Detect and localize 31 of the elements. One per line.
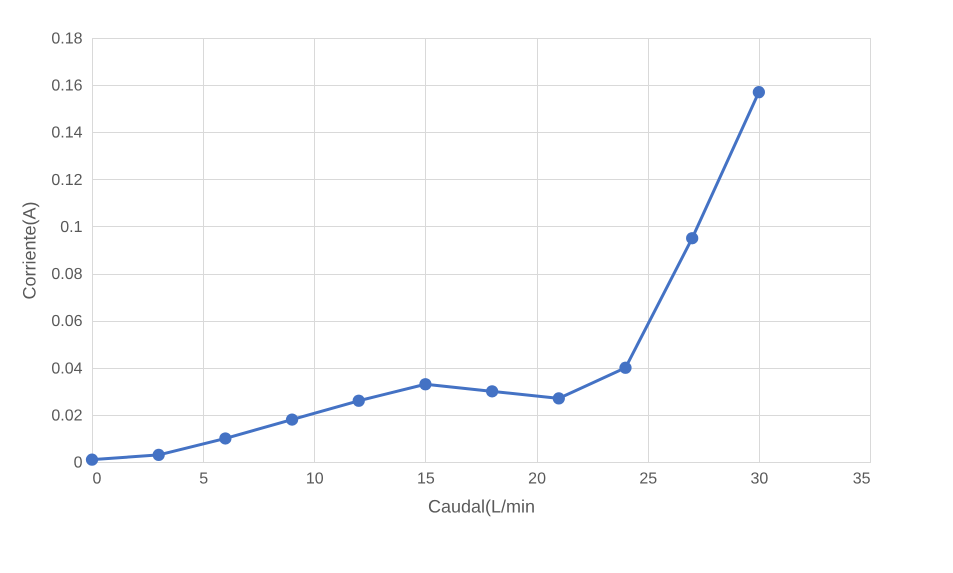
x-tick-label: 0	[92, 470, 102, 488]
x-tick-label: 25	[639, 470, 658, 488]
y-tick-label: 0.12	[51, 172, 83, 189]
y-tick-label: 0.08	[51, 266, 83, 284]
x-axis-title: Caudal(L/min	[428, 496, 536, 516]
point	[752, 86, 765, 98]
x-tick-label: 5	[199, 470, 208, 488]
point	[552, 392, 565, 405]
point	[286, 413, 298, 426]
point	[352, 394, 365, 407]
point	[486, 385, 498, 398]
y-axis-title: Corriente(A)	[19, 201, 40, 300]
x-tick-label: 10	[306, 470, 324, 488]
y-tick-label: 0.02	[51, 407, 83, 424]
y-tick-label: 0.06	[51, 313, 83, 330]
x-tick-label: 15	[417, 470, 435, 488]
point	[219, 432, 232, 445]
point	[686, 232, 698, 244]
point	[619, 362, 632, 374]
point	[86, 454, 98, 466]
y-tick-label: 0.1	[60, 218, 83, 236]
point	[152, 448, 165, 462]
y-tick-label: 0.04	[51, 360, 83, 378]
point	[419, 378, 432, 390]
x-tick-label: 35	[852, 470, 871, 488]
y-tick-label: 0.18	[51, 30, 83, 48]
y-tick-label: 0.14	[51, 124, 83, 142]
x-tick-label: 30	[750, 470, 768, 488]
y-tick-label: 0	[74, 454, 83, 472]
x-tick-label: 20	[528, 470, 546, 488]
y-tick-label: 0.16	[51, 78, 83, 95]
